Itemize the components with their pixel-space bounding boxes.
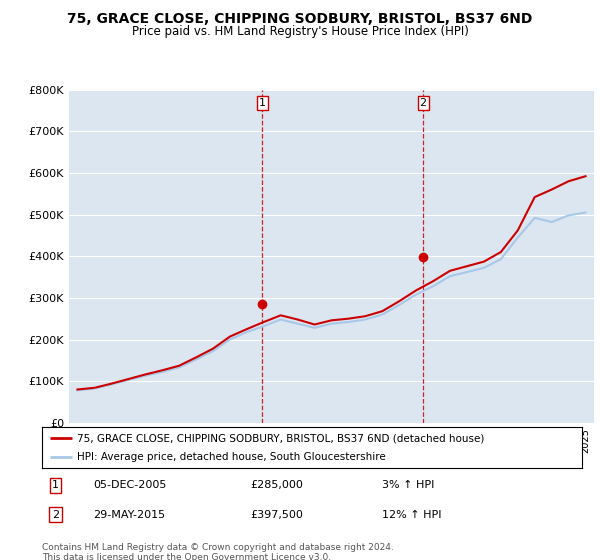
Text: 75, GRACE CLOSE, CHIPPING SODBURY, BRISTOL, BS37 6ND: 75, GRACE CLOSE, CHIPPING SODBURY, BRIST… bbox=[67, 12, 533, 26]
Text: 2: 2 bbox=[52, 510, 59, 520]
Text: 2: 2 bbox=[419, 98, 427, 108]
Text: 75, GRACE CLOSE, CHIPPING SODBURY, BRISTOL, BS37 6ND (detached house): 75, GRACE CLOSE, CHIPPING SODBURY, BRIST… bbox=[77, 433, 484, 443]
Text: 3% ↑ HPI: 3% ↑ HPI bbox=[382, 480, 434, 490]
Text: £285,000: £285,000 bbox=[250, 480, 303, 490]
Text: HPI: Average price, detached house, South Gloucestershire: HPI: Average price, detached house, Sout… bbox=[77, 452, 386, 461]
Text: This data is licensed under the Open Government Licence v3.0.: This data is licensed under the Open Gov… bbox=[42, 553, 331, 560]
Text: Price paid vs. HM Land Registry's House Price Index (HPI): Price paid vs. HM Land Registry's House … bbox=[131, 25, 469, 38]
Text: 1: 1 bbox=[52, 480, 59, 490]
Text: £397,500: £397,500 bbox=[250, 510, 303, 520]
Text: 1: 1 bbox=[259, 98, 266, 108]
Text: 05-DEC-2005: 05-DEC-2005 bbox=[94, 480, 167, 490]
Text: 12% ↑ HPI: 12% ↑ HPI bbox=[382, 510, 442, 520]
Text: 29-MAY-2015: 29-MAY-2015 bbox=[94, 510, 166, 520]
Text: Contains HM Land Registry data © Crown copyright and database right 2024.: Contains HM Land Registry data © Crown c… bbox=[42, 543, 394, 552]
